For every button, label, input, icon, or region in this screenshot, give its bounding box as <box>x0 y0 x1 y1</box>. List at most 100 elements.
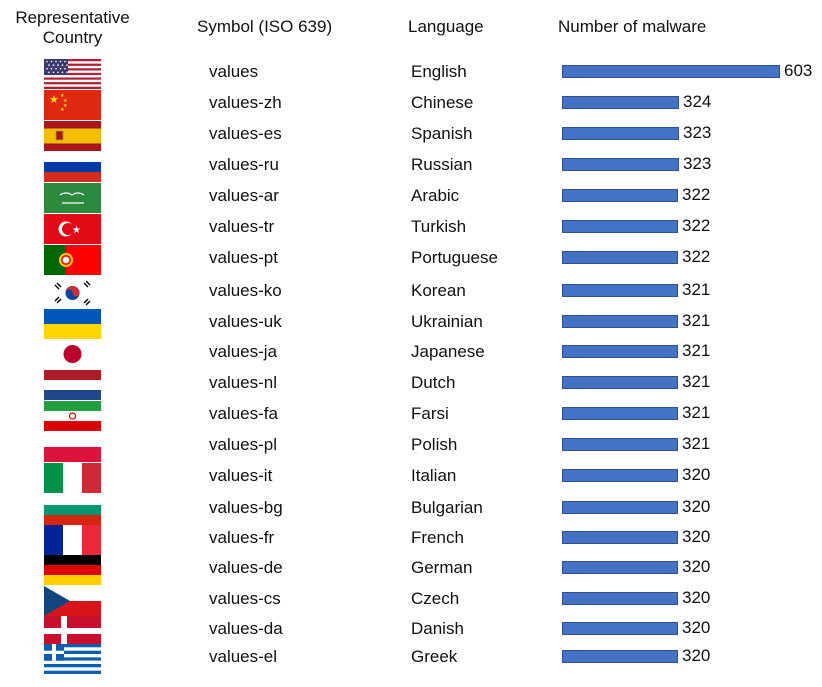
ukraine-flag-icon <box>44 309 101 339</box>
malware-count-bar <box>562 345 678 358</box>
svg-text:★: ★ <box>63 103 68 109</box>
malware-count-bar <box>562 469 678 482</box>
symbol-cell: values-fa <box>209 404 278 423</box>
symbol-cell: values-cs <box>209 589 281 608</box>
malware-count-bar <box>562 189 678 202</box>
language-cell: Dutch <box>411 373 456 392</box>
symbol-cell: values-nl <box>209 373 278 392</box>
malware-count-label: 320 <box>682 497 711 516</box>
svg-text:★: ★ <box>72 225 81 236</box>
malware-count-bar <box>562 315 678 328</box>
symbol-cell: values-de <box>209 558 283 577</box>
language-cell: Greek <box>411 647 458 666</box>
language-cell: Japanese <box>411 342 485 361</box>
table-row: ★ values-tr Turkish 322 <box>0 212 822 244</box>
malware-count-label: 603 <box>784 61 813 80</box>
svg-text:★: ★ <box>60 93 65 99</box>
malware-count-bar <box>562 650 678 663</box>
malware-count-bar <box>562 438 678 451</box>
czech-flag-icon <box>44 586 101 616</box>
malware-count-bar <box>562 407 678 420</box>
symbol-cell: values-uk <box>209 312 282 331</box>
poland-flag-icon <box>44 432 101 462</box>
greece-flag-icon <box>44 644 101 674</box>
table-row: values-da Danish 320 <box>0 614 822 646</box>
symbol-cell: values-bg <box>209 498 283 517</box>
language-cell: Ukrainian <box>411 312 483 331</box>
language-cell: Italian <box>411 466 457 485</box>
table-row: values-ru Russian 323 <box>0 150 822 182</box>
symbol-cell: values-ru <box>209 155 279 174</box>
symbol-cell: values-fr <box>209 528 275 547</box>
malware-count-bar <box>562 622 678 635</box>
malware-count-label: 320 <box>682 465 711 484</box>
symbol-cell: values-ja <box>209 342 278 361</box>
language-cell: Chinese <box>411 93 474 112</box>
malware-count-label: 321 <box>682 403 711 422</box>
symbol-cell: values-ko <box>209 281 282 300</box>
malware-count-label: 321 <box>682 434 711 453</box>
svg-text:★: ★ <box>60 107 65 113</box>
table-row: values-de German 320 <box>0 553 822 585</box>
language-cell: Korean <box>411 281 466 300</box>
turkey-flag-icon: ★ <box>44 214 101 244</box>
symbol-cell: values-es <box>209 124 282 143</box>
table-row: values-el Greek 320 <box>0 642 822 674</box>
language-cell: Polish <box>411 435 458 454</box>
column-header-country-line1: Representative <box>15 8 130 27</box>
us-flag-icon <box>44 59 101 89</box>
malware-count-label: 321 <box>682 372 711 391</box>
malware-count-bar <box>562 251 678 264</box>
language-cell: Spanish <box>411 124 473 143</box>
china-flag-icon: ★ ★★★★ <box>44 90 101 120</box>
malware-count-label: 320 <box>682 646 711 665</box>
netherlands-flag-icon <box>44 370 101 400</box>
bulgaria-flag-icon <box>44 495 101 525</box>
symbol-cell: values-pt <box>209 248 278 267</box>
malware-count-bar <box>562 220 678 233</box>
column-header-malware-count: Number of malware <box>558 17 707 36</box>
malware-count-bar <box>562 531 678 544</box>
language-cell: Danish <box>411 619 464 638</box>
svg-text:★: ★ <box>63 98 68 104</box>
svg-text:★: ★ <box>49 94 59 106</box>
malware-count-label: 320 <box>682 618 711 637</box>
table-row: ★ ★ ★ ★ ★ values-zh Chinese 324 <box>0 88 822 120</box>
column-header-symbol: Symbol (ISO 639) <box>197 17 333 36</box>
malware-count-bar <box>562 376 678 389</box>
malware-count-label: 321 <box>682 311 711 330</box>
malware-count-label: 322 <box>682 216 711 235</box>
malware-count-label: 324 <box>683 92 712 111</box>
column-header-country-line2: Country <box>42 28 103 47</box>
malware-count-bar <box>562 65 780 78</box>
table-row: values-fr French 320 <box>0 523 822 555</box>
language-cell: Russian <box>411 155 473 174</box>
symbol-cell: values-el <box>209 647 278 666</box>
malware-count-label: 323 <box>683 123 712 142</box>
malware-count-label: 322 <box>682 185 711 204</box>
language-cell: Arabic <box>411 186 460 205</box>
table-row: values-it Italian 320 <box>0 461 822 493</box>
table-row: values-es Spanish 323 <box>0 119 822 151</box>
table-row: values English 603 <box>0 57 822 89</box>
malware-count-bar <box>562 561 678 574</box>
italy-flag-icon <box>44 463 101 493</box>
malware-count-bar <box>562 96 679 109</box>
table-row: values-ar Arabic 322 <box>0 181 822 213</box>
malware-count-label: 321 <box>682 280 711 299</box>
spain-flag-icon <box>44 121 101 151</box>
language-cell: Turkish <box>411 217 467 236</box>
malware-count-bar <box>562 592 678 605</box>
malware-count-label: 322 <box>682 247 711 266</box>
symbol-cell: values-tr <box>209 217 275 236</box>
symbol-cell: values-da <box>209 619 283 638</box>
language-cell: Czech <box>411 589 460 608</box>
table-row: values-uk Ukrainian 321 <box>0 307 822 339</box>
malware-count-label: 323 <box>683 154 712 173</box>
table-row: values-nl Dutch 321 <box>0 368 822 400</box>
france-flag-icon <box>44 525 101 555</box>
symbol-cell: values-ar <box>209 186 279 205</box>
symbol-cell: values-zh <box>209 93 282 112</box>
south-korea-flag-icon <box>44 278 101 308</box>
